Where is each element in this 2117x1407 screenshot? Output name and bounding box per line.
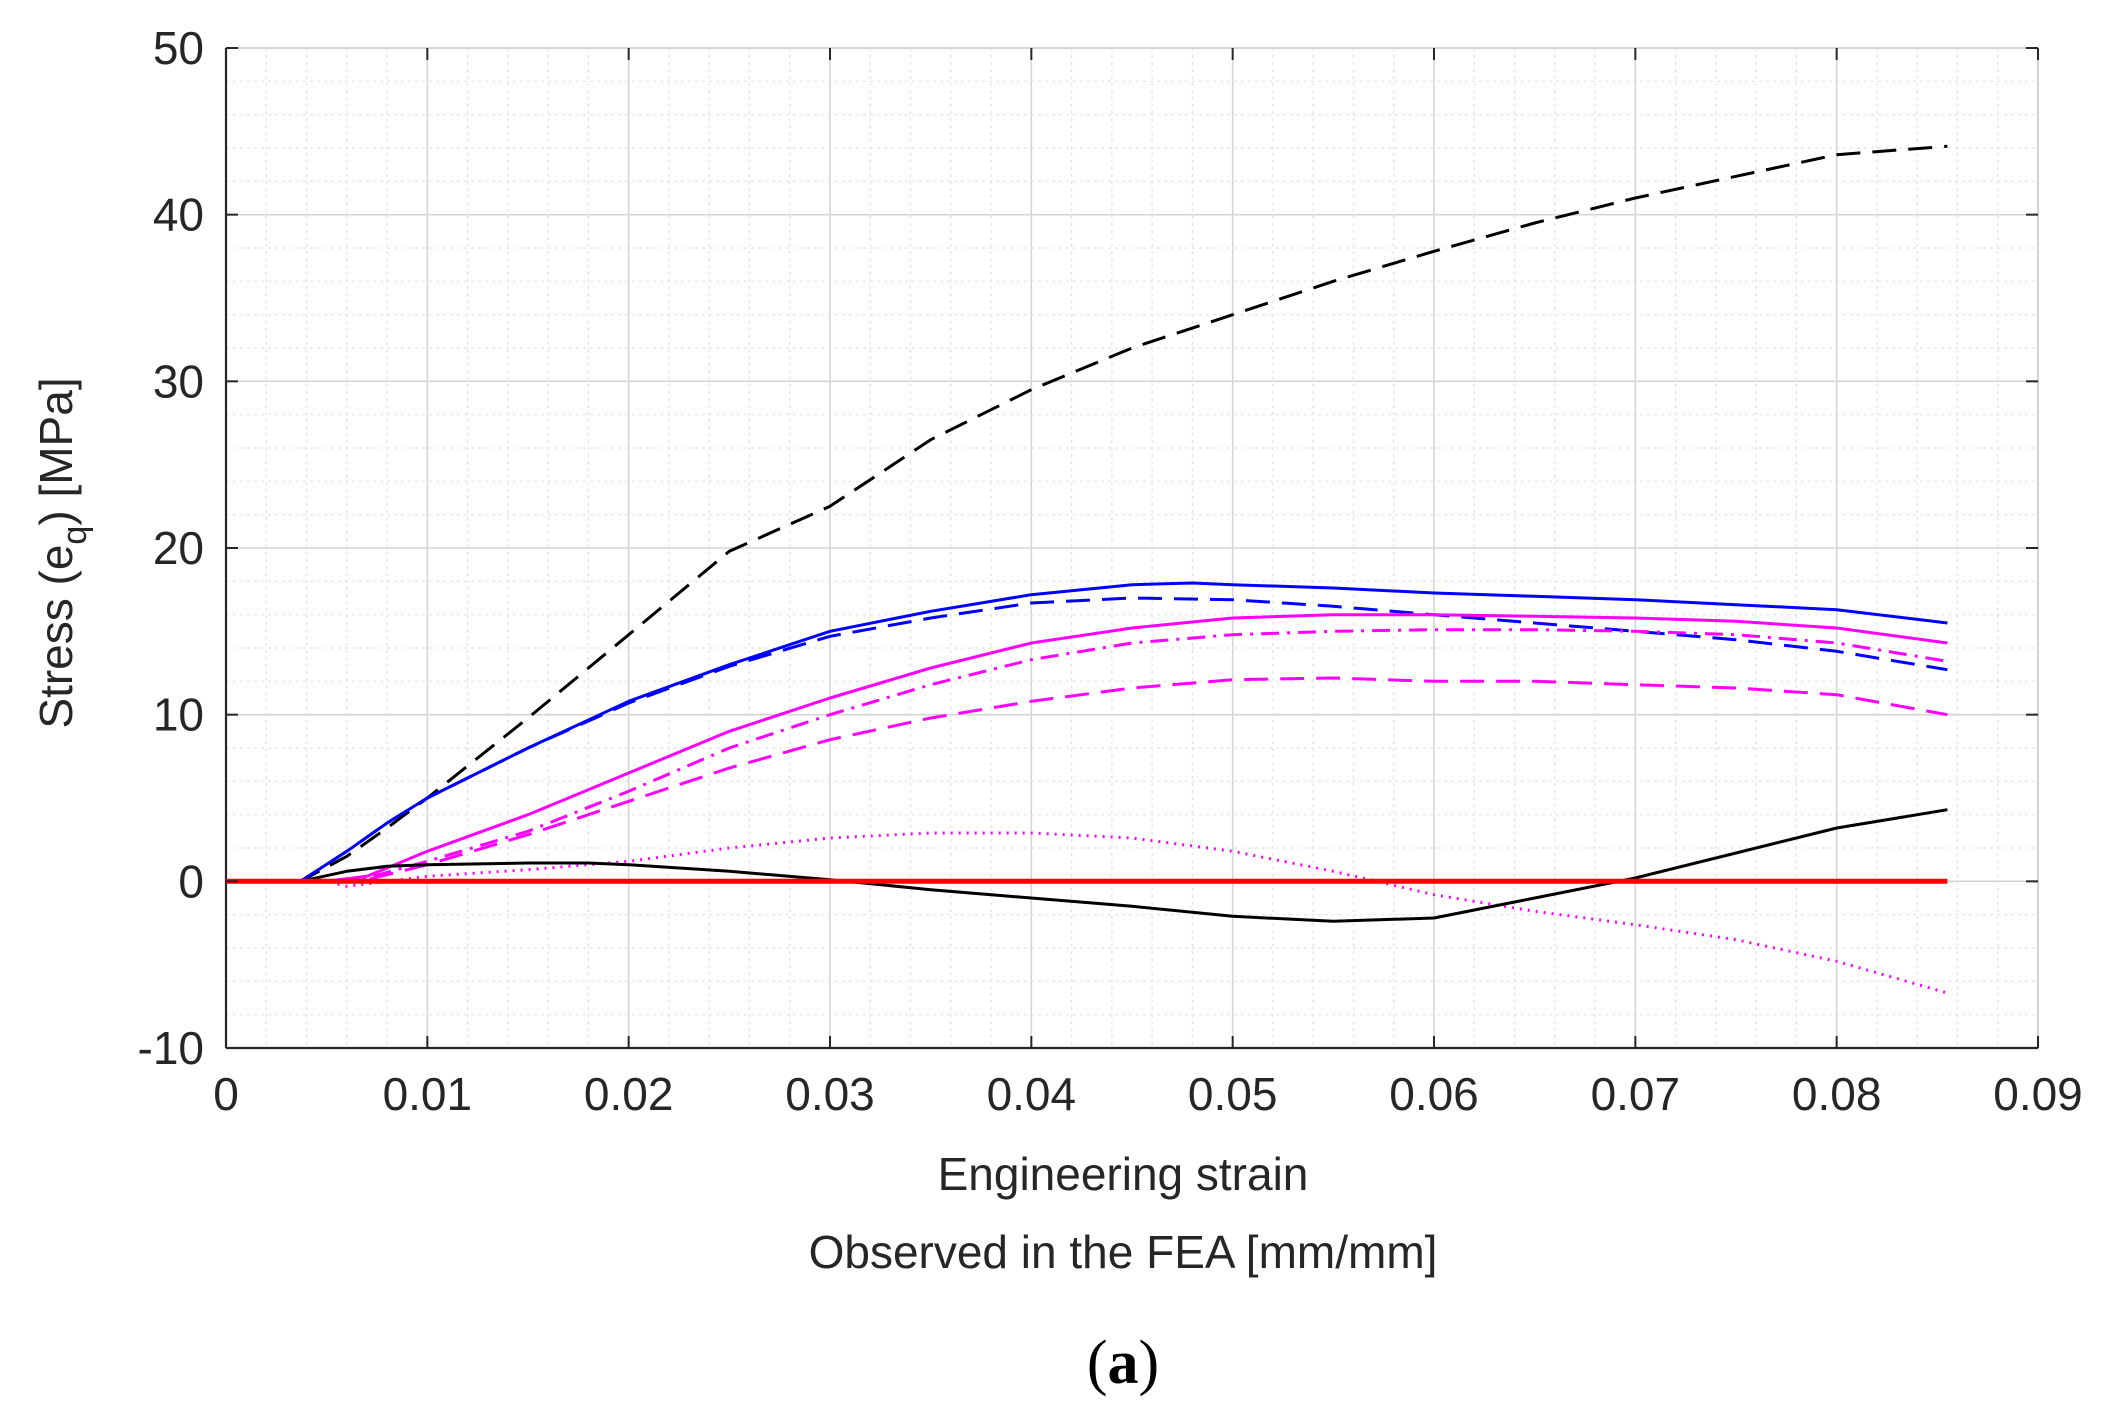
caption-open-paren: ( [1087, 1329, 1108, 1397]
series-line-magenta-solid [226, 613, 1948, 883]
series-layer [226, 144, 1948, 995]
y-tick-label: 40 [153, 189, 204, 241]
series-line-magenta-dashed [226, 676, 1948, 883]
y-tick-label: 10 [153, 689, 204, 741]
x-axis-ticks: 0 0.01 0.02 0.03 0.04 0.05 0.06 0.07 0.08 0.09 [213, 48, 2083, 1120]
x-tick-label: 0.05 [1188, 1068, 1278, 1120]
y-axis-title-subscript: q [56, 526, 94, 545]
y-tick-label: 50 [153, 22, 204, 74]
series-line-blue-dashed [226, 596, 1948, 883]
series-line-black-dashed [226, 144, 1948, 883]
x-tick-label: 0.09 [1993, 1068, 2083, 1120]
y-tick-label: -10 [138, 1022, 204, 1074]
series-line-magenta-dash-dot [226, 628, 1948, 883]
x-axis-title: Engineering strain [938, 1148, 1309, 1200]
x-tick-label: 0.03 [785, 1068, 875, 1120]
series-line-black-solid [226, 808, 1948, 923]
figure-caption: (a) [1087, 1329, 1159, 1397]
x-tick-label: 0 [213, 1068, 239, 1120]
y-tick-label: 20 [153, 522, 204, 574]
series-line-magenta-dotted [226, 831, 1948, 995]
caption-close-paren: ) [1139, 1329, 1160, 1397]
y-axis-title: Stress (eq) [MPa] [30, 377, 94, 728]
major-grid [225, 47, 2039, 1049]
y-tick-label: 0 [178, 855, 204, 907]
x-tick-label: 0.04 [987, 1068, 1077, 1120]
y-tick-label: 30 [153, 355, 204, 407]
x-tick-label: 0.01 [383, 1068, 473, 1120]
x-axis-subtitle: Observed in the FEA [mm/mm] [809, 1226, 1438, 1278]
x-tick-label: 0.06 [1389, 1068, 1479, 1120]
y-axis-ticks: -10 0 10 20 30 40 50 [138, 22, 2038, 1074]
x-tick-label: 0.07 [1591, 1068, 1681, 1120]
x-tick-label: 0.02 [584, 1068, 674, 1120]
y-axis-title-main: Stress (e [30, 545, 82, 729]
x-tick-label: 0.08 [1792, 1068, 1882, 1120]
caption-letter: a [1108, 1329, 1139, 1397]
y-axis-title-end: ) [MPa] [30, 377, 82, 525]
